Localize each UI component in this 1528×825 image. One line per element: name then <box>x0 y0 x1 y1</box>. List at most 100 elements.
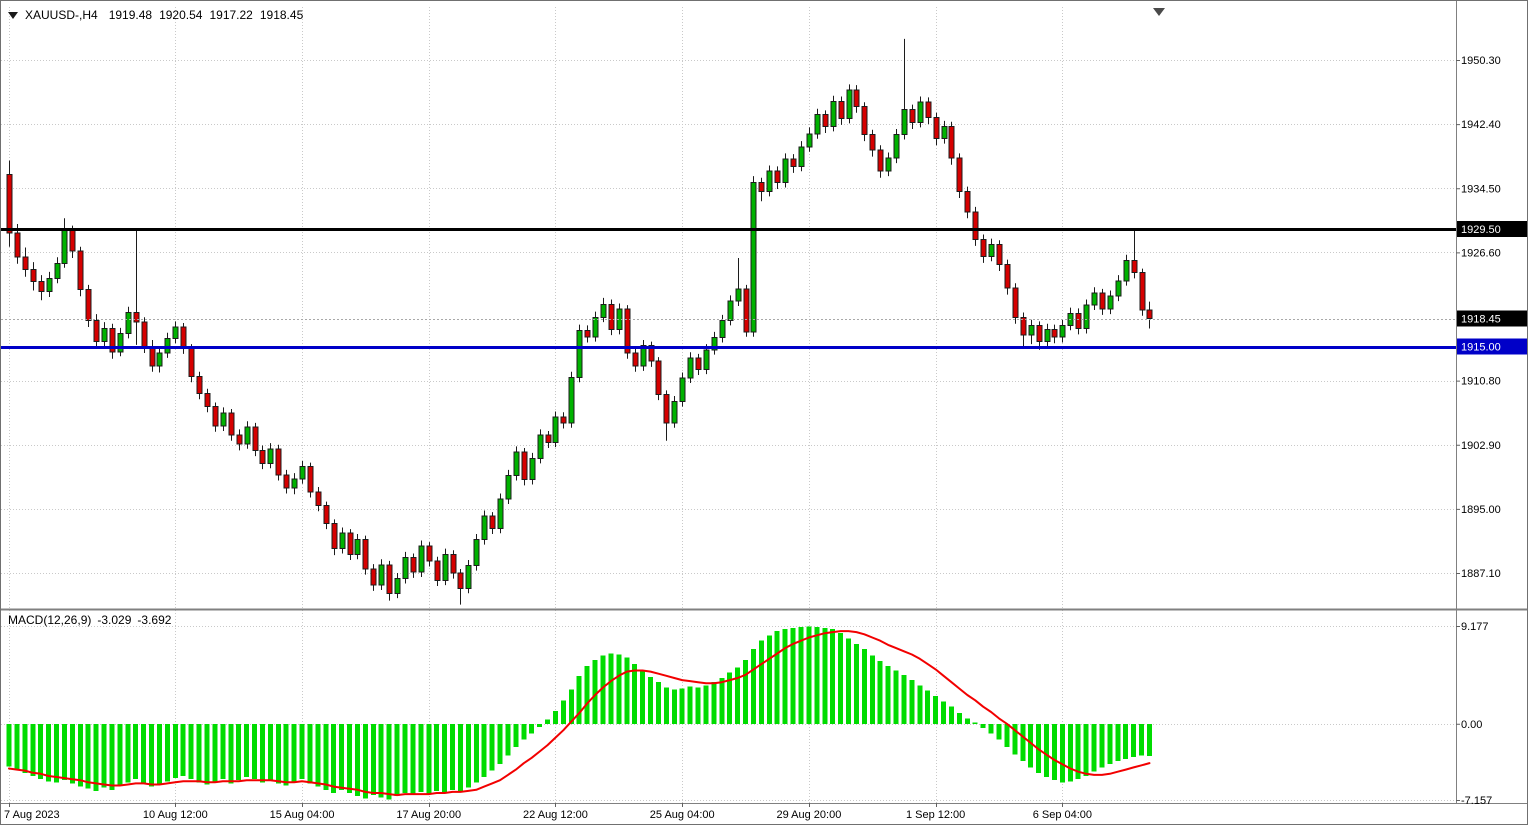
bear-candle <box>648 345 655 362</box>
bear-candle <box>275 448 282 476</box>
macd-histogram-bar <box>46 723 52 782</box>
macd-histogram-bar <box>370 723 376 796</box>
macd-histogram-bar <box>964 718 970 724</box>
macd-histogram-bar <box>537 723 543 727</box>
macd-axis-label: 0.00 <box>1461 719 1482 731</box>
macd-histogram-bar <box>885 666 891 724</box>
macd-histogram-bar <box>188 723 194 780</box>
macd-axis-label: 9.177 <box>1461 621 1489 633</box>
macd-signal-line <box>8 630 1151 797</box>
bull-candle <box>750 182 757 333</box>
bull-candle <box>46 277 53 292</box>
bull-candle <box>703 349 710 370</box>
macd-histogram-bar <box>750 649 756 724</box>
bear-candle <box>77 250 84 291</box>
price-badge[interactable] <box>1457 310 1528 327</box>
macd-histogram-bar <box>38 723 44 780</box>
bull-candle <box>782 158 789 184</box>
macd-histogram-bar <box>703 685 709 724</box>
macd-histogram-bar <box>457 723 463 792</box>
bull-candle <box>941 126 948 140</box>
macd-histogram-bar <box>1146 723 1152 757</box>
macd-histogram-bar <box>252 723 258 780</box>
macd-histogram-bar <box>600 655 606 724</box>
time-axis-label: 17 Aug 20:00 <box>396 809 461 821</box>
bull-candle <box>54 263 61 279</box>
macd-histogram-bar <box>394 723 400 797</box>
bull-candle <box>418 545 425 573</box>
macd-histogram-bar <box>481 723 487 778</box>
macd-histogram-bar <box>806 626 812 724</box>
bull-candle <box>846 89 853 119</box>
bear-candle <box>30 268 37 283</box>
bull-candle <box>671 401 678 424</box>
macd-histogram-bar <box>434 723 440 791</box>
bull-candle <box>172 326 179 339</box>
bear-candle <box>624 308 631 354</box>
bear-candle <box>1004 264 1011 289</box>
macd-histogram-bar <box>521 723 527 740</box>
macd-histogram-bar <box>687 686 693 724</box>
macd-histogram-bar <box>386 723 392 800</box>
bear-candle <box>521 451 528 481</box>
macd-histogram-bar <box>655 682 661 724</box>
symbol-dropdown-icon[interactable] <box>8 11 18 19</box>
price-axis-label: 1910.80 <box>1461 376 1501 388</box>
bull-candle <box>61 229 68 265</box>
bull-candle <box>267 448 274 464</box>
macd-histogram-bar <box>790 627 796 724</box>
macd-signal-value: -3.692 <box>137 613 172 627</box>
macd-histogram-bar <box>85 723 91 789</box>
macd-histogram-bar <box>782 628 788 724</box>
macd-histogram-bar <box>77 723 83 787</box>
macd-histogram-bar <box>616 654 622 724</box>
macd-histogram-bar <box>291 723 297 783</box>
bear-candle <box>204 393 211 408</box>
macd-histogram-bar <box>283 723 289 786</box>
bear-candle <box>212 406 219 427</box>
bull-candle <box>893 134 900 159</box>
macd-histogram-bar <box>402 723 408 794</box>
macd-histogram-bar <box>1044 723 1050 778</box>
macd-histogram-bar <box>339 723 345 790</box>
bull-candle <box>1123 259 1130 282</box>
macd-histogram-bar <box>774 631 780 724</box>
bear-candle <box>608 303 615 330</box>
macd-histogram-bar <box>933 696 939 724</box>
time-axis-label: 6 Sep 04:00 <box>1033 809 1092 821</box>
price-badge[interactable] <box>1457 220 1528 237</box>
ohlc-open: 1919.48 <box>108 8 153 22</box>
bull-candle <box>640 345 647 367</box>
chart-shift-marker-icon[interactable] <box>1153 8 1165 16</box>
macd-histogram-bar <box>450 723 456 790</box>
chart-header: XAUUSD-,H4 1919.48 1920.54 1917.22 1918.… <box>8 8 303 22</box>
price-badge[interactable] <box>1457 338 1528 355</box>
bull-candle <box>442 553 449 581</box>
bull-candle <box>291 478 298 489</box>
macd-histogram-bar <box>545 719 551 724</box>
macd-histogram-bar <box>814 626 820 724</box>
bull-candle <box>988 243 995 257</box>
macd-histogram-bar <box>1107 723 1113 765</box>
bear-candle <box>450 553 457 574</box>
macd-histogram-bar <box>489 723 495 771</box>
macd-histogram-bar <box>14 723 20 770</box>
bear-candle <box>861 105 868 136</box>
time-axis-label: 10 Aug 12:00 <box>143 809 208 821</box>
macd-histogram-bar <box>141 723 147 784</box>
bear-candle <box>315 491 322 507</box>
bear-candle <box>307 466 314 493</box>
symbol-timeframe-label: XAUUSD-,H4 <box>25 8 98 22</box>
macd-histogram-bar <box>1083 723 1089 776</box>
bear-candle <box>655 360 662 395</box>
macd-histogram-bar <box>941 701 947 724</box>
macd-histogram-bar <box>1028 723 1034 768</box>
macd-histogram-bar <box>172 723 178 779</box>
macd-histogram-bar <box>133 723 139 780</box>
macd-histogram-bar <box>1020 723 1026 762</box>
macd-histogram-bar <box>267 723 273 781</box>
macd-histogram-bar <box>1059 723 1065 783</box>
bull-candle <box>101 328 108 343</box>
bear-candle <box>790 158 797 167</box>
